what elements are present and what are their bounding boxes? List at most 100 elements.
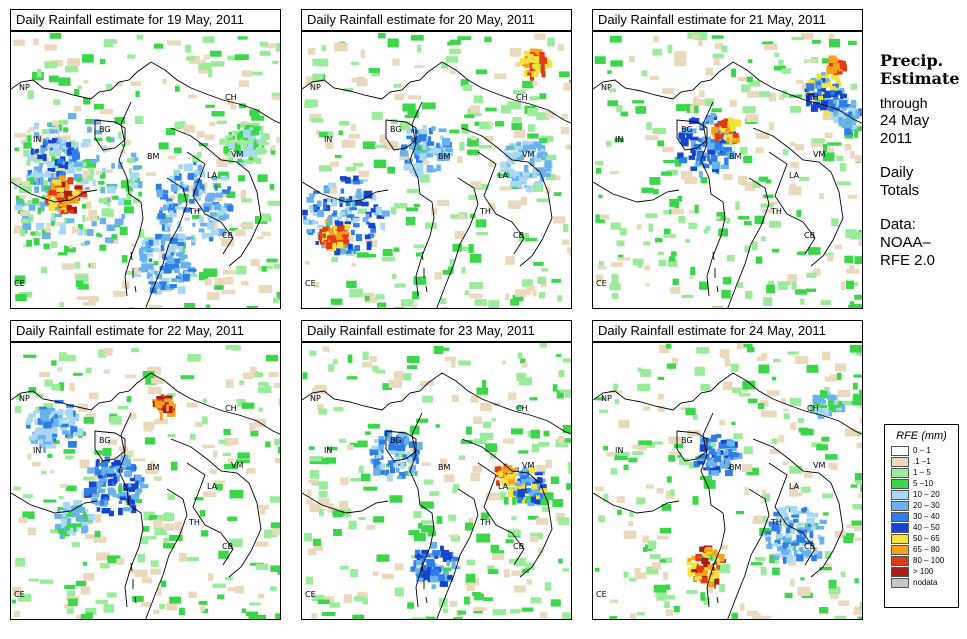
country-label: TH — [771, 207, 782, 216]
country-border — [676, 430, 708, 462]
country-border — [130, 562, 137, 604]
country-label: TH — [771, 518, 782, 527]
country-border — [593, 372, 862, 435]
country-label: NP — [310, 394, 321, 403]
country-border — [94, 430, 126, 462]
legend-item: nodata — [891, 577, 958, 588]
country-border — [11, 61, 280, 124]
legend-item: 50 – 65 — [891, 533, 958, 544]
country-border — [477, 151, 525, 255]
legend-item: 0 – 1 — [891, 445, 958, 456]
legend-item: > 100 — [891, 566, 958, 577]
rainfall-legend: RFE (mm) 0 – 1 .1 –1 1 – 5 5 –10 10 – 20 20 –… — [884, 424, 959, 608]
country-border — [768, 462, 816, 566]
rainfall-map: NP CH IN BG BM VM LA TH CB CE — [10, 342, 281, 620]
panel-title: Daily Rainfall estimate for 22 May, 2011 — [10, 320, 281, 342]
country-label: TH — [189, 518, 200, 527]
map-canvas — [302, 343, 571, 619]
country-border — [461, 438, 553, 578]
legend-item: 10 – 20 — [891, 489, 958, 500]
country-label: NP — [19, 83, 30, 92]
legend-swatch — [891, 533, 909, 544]
coastline — [593, 492, 680, 514]
caption-data-label: Data: — [880, 216, 916, 233]
country-label: CB — [804, 542, 816, 551]
country-label: NP — [19, 394, 30, 403]
country-label: LA — [207, 482, 218, 491]
country-label: CH — [807, 404, 819, 413]
legend-label: 1 – 5 — [913, 468, 931, 477]
country-label: BG — [99, 125, 111, 134]
country-border — [94, 119, 126, 151]
country-label: TH — [480, 518, 491, 527]
country-label: CB — [513, 231, 525, 240]
map-canvas — [11, 32, 280, 308]
rainfall-field — [594, 343, 862, 619]
legend-label: 5 –10 — [913, 479, 934, 488]
country-label: IN — [33, 446, 42, 455]
country-border — [302, 372, 571, 435]
legend-label: 10 – 20 — [913, 490, 940, 499]
country-label: VM — [231, 461, 244, 470]
country-border — [461, 127, 553, 267]
rainfall-field — [302, 343, 571, 619]
country-label: CE — [596, 590, 607, 599]
country-label: LA — [207, 171, 218, 180]
country-label: VM — [231, 150, 244, 159]
country-label: LA — [498, 482, 509, 491]
coastline — [302, 181, 389, 203]
country-border — [302, 61, 571, 124]
country-label: LA — [498, 171, 509, 180]
country-label: TH — [189, 207, 200, 216]
country-label: BM — [438, 463, 451, 472]
caption-totals-2: Totals — [880, 182, 920, 199]
legend-title: RFE (mm) — [896, 430, 947, 442]
country-label: CE — [14, 279, 25, 288]
country-label: CH — [516, 404, 528, 413]
country-label: BG — [681, 436, 693, 445]
country-label: CB — [222, 231, 234, 240]
country-label: LA — [789, 482, 800, 491]
country-label: CH — [516, 93, 528, 102]
country-label: BG — [99, 436, 111, 445]
country-border — [385, 430, 417, 462]
country-label: IN — [33, 135, 42, 144]
country-border — [186, 151, 234, 255]
panel-title: Daily Rainfall estimate for 21 May, 2011 — [592, 9, 863, 31]
caption-through: through — [880, 95, 928, 111]
legend-swatch — [891, 577, 909, 588]
legend-swatch — [891, 445, 909, 456]
panel-title: Daily Rainfall estimate for 23 May, 2011 — [301, 320, 572, 342]
legend-item: 1 – 5 — [891, 467, 958, 478]
country-border — [409, 101, 435, 297]
country-label: CE — [596, 279, 607, 288]
legend-label: 0 – 1 — [913, 446, 931, 455]
country-border — [477, 462, 525, 566]
country-label: CB — [804, 231, 816, 240]
caption-title-2: Estimate — [880, 69, 960, 88]
legend-swatch — [891, 500, 909, 511]
country-border — [186, 462, 234, 566]
country-label: NP — [601, 394, 612, 403]
country-border — [700, 412, 726, 608]
legend-swatch — [891, 478, 909, 489]
map-canvas — [302, 32, 571, 308]
country-border — [409, 412, 435, 608]
country-label: BG — [390, 436, 402, 445]
coastline — [11, 181, 98, 203]
country-border — [752, 438, 844, 578]
country-label: TH — [480, 207, 491, 216]
country-label: BM — [147, 463, 160, 472]
country-border — [118, 101, 144, 297]
legend-label: 40 – 50 — [913, 523, 940, 532]
legend-item: 30 – 40 — [891, 511, 958, 522]
caption-source-1: NOAA– — [880, 234, 931, 251]
panel-title: Daily Rainfall estimate for 19 May, 2011 — [10, 9, 281, 31]
country-label: BM — [729, 152, 742, 161]
legend-swatch — [891, 456, 909, 467]
legend-label: 65 – 80 — [913, 545, 940, 554]
country-border — [712, 251, 719, 293]
country-border — [11, 372, 280, 435]
country-border — [712, 562, 719, 604]
panel-title: Daily Rainfall estimate for 20 May, 2011 — [301, 9, 572, 31]
